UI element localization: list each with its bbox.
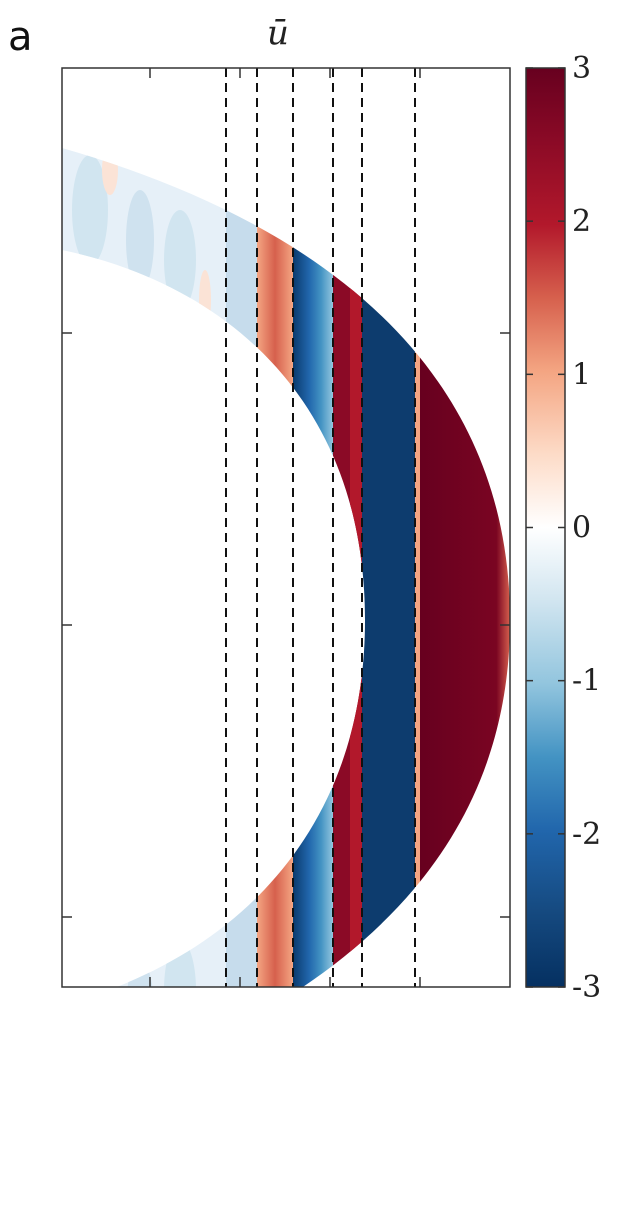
axes-border bbox=[61, 67, 511, 988]
mottle bbox=[164, 940, 196, 987]
colorbar-tick-label: 3 bbox=[572, 51, 591, 86]
mottle bbox=[72, 155, 108, 265]
mottle bbox=[104, 1040, 116, 1080]
colorbar-tick-label: 0 bbox=[572, 511, 591, 546]
colorbar-tick-label: -1 bbox=[572, 664, 601, 699]
panel-letter: a bbox=[8, 14, 33, 60]
mottle bbox=[164, 210, 196, 310]
y-ticks bbox=[62, 332, 510, 918]
mottle bbox=[153, 1030, 167, 1080]
x-ticks bbox=[149, 68, 421, 987]
dashed-lines bbox=[225, 68, 416, 987]
colorbar-tick-label: 2 bbox=[572, 204, 591, 239]
chart-title: ū bbox=[267, 13, 289, 53]
mottle bbox=[126, 190, 154, 290]
colorbar-tick-label: -3 bbox=[572, 970, 601, 1005]
mottle bbox=[72, 985, 108, 987]
colorbar: 3 2 1 0 -1 -2 -3 bbox=[525, 51, 601, 1005]
colorbar-tick-label: 1 bbox=[572, 357, 591, 392]
colorbar-tick-label: -2 bbox=[572, 817, 601, 852]
mottle bbox=[126, 960, 154, 987]
colorbar-ticks: 3 2 1 0 -1 -2 -3 bbox=[526, 51, 601, 1005]
